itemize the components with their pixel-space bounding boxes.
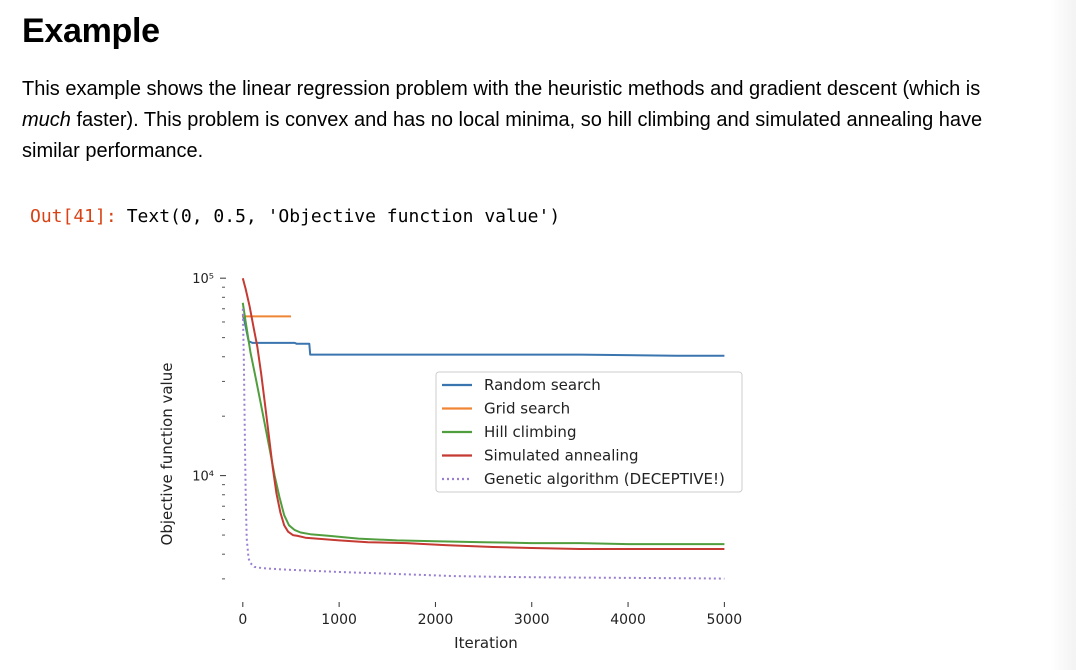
output-text: Text(0, 0.5, 'Objective function value'): [126, 206, 561, 227]
legend-label: Grid search: [484, 400, 570, 418]
x-tick-label: 5000: [707, 612, 743, 628]
y-axis-label: Objective function value: [158, 363, 176, 546]
x-tick-label: 2000: [418, 612, 454, 628]
x-tick-label: 4000: [610, 612, 646, 628]
legend-label: Random search: [484, 376, 601, 394]
x-tick-label: 0: [238, 612, 247, 628]
legend-label: Hill climbing: [484, 423, 576, 441]
series-simulated-annealing: [241, 277, 725, 550]
paragraph-line-2: faster). This problem is convex and has …: [70, 109, 983, 131]
legend-label: Genetic algorithm (DECEPTIVE!): [484, 470, 725, 488]
chart-series: [241, 277, 725, 580]
paragraph-line-3: similar performance.: [22, 140, 204, 162]
output-prompt: Out[41]:: [30, 206, 117, 227]
chart-axes: 10⁴ 10⁵ 0 1000 2000 3000 4000 5000 Iteration Obje…: [158, 272, 742, 652]
x-tick-label: 1000: [321, 612, 357, 628]
x-tick-label: 3000: [514, 612, 550, 628]
y-tick-label: 10⁴: [192, 470, 214, 485]
paragraph-line-1: This example shows the linear regression…: [22, 78, 981, 100]
x-axis-label: Iteration: [454, 634, 518, 652]
section-heading: Example: [22, 12, 160, 50]
series-random-search: [241, 314, 725, 357]
description-paragraph: This example shows the linear regression…: [22, 74, 1076, 167]
scroll-edge: [1050, 0, 1076, 670]
objective-chart: 10⁴ 10⁵ 0 1000 2000 3000 4000 5000 Iteration Obje…: [158, 272, 743, 652]
legend-box: [435, 371, 743, 493]
legend-label: Simulated annealing: [484, 447, 639, 465]
chart-legend: Random search Grid search Hill climbing Sim…: [435, 371, 743, 493]
series-genetic-algorithm-deceptive: [241, 308, 725, 580]
cell-output: Out[41]: Text(0, 0.5, 'Objective function…: [30, 206, 560, 227]
emphasis-text: much: [22, 109, 71, 131]
series-hill-climbing: [241, 302, 725, 546]
y-tick-label: 10⁵: [192, 272, 214, 287]
